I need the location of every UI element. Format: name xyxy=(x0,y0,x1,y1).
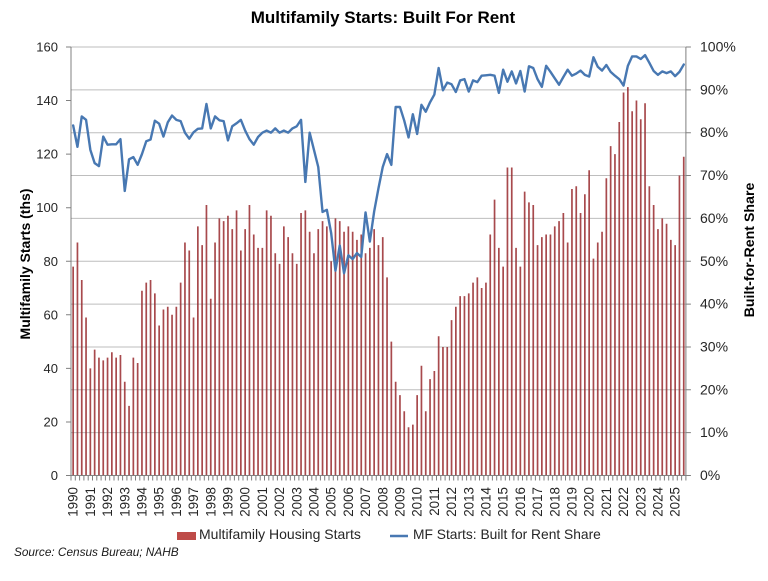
svg-text:60%: 60% xyxy=(700,210,728,226)
svg-text:1991: 1991 xyxy=(83,487,98,517)
svg-text:60: 60 xyxy=(44,307,58,322)
svg-text:2023: 2023 xyxy=(633,487,648,517)
svg-text:Source: Census Bureau; NAHB: Source: Census Bureau; NAHB xyxy=(14,545,179,559)
svg-text:50%: 50% xyxy=(700,253,728,269)
svg-text:2020: 2020 xyxy=(582,487,597,517)
svg-text:Multifamily Housing Starts: Multifamily Housing Starts xyxy=(199,526,361,542)
svg-text:2015: 2015 xyxy=(496,487,511,517)
svg-text:1992: 1992 xyxy=(100,487,115,517)
svg-text:2008: 2008 xyxy=(375,487,390,517)
svg-text:80: 80 xyxy=(44,254,58,269)
svg-text:20: 20 xyxy=(44,414,58,429)
svg-text:2016: 2016 xyxy=(513,487,528,517)
svg-text:140: 140 xyxy=(36,93,58,108)
svg-text:20%: 20% xyxy=(700,381,728,397)
svg-text:2009: 2009 xyxy=(392,487,407,517)
svg-text:1990: 1990 xyxy=(66,487,81,517)
svg-text:100: 100 xyxy=(36,200,58,215)
svg-text:2014: 2014 xyxy=(478,486,493,516)
svg-text:2021: 2021 xyxy=(599,487,614,517)
svg-text:2006: 2006 xyxy=(341,487,356,517)
svg-text:2012: 2012 xyxy=(444,487,459,517)
svg-text:2003: 2003 xyxy=(289,487,304,517)
svg-text:2017: 2017 xyxy=(530,487,545,517)
svg-text:1995: 1995 xyxy=(152,487,167,517)
svg-text:2018: 2018 xyxy=(547,487,562,517)
svg-text:1998: 1998 xyxy=(203,487,218,517)
svg-text:2024: 2024 xyxy=(650,486,665,516)
svg-text:2010: 2010 xyxy=(410,487,425,517)
svg-text:80%: 80% xyxy=(700,124,728,140)
svg-text:1993: 1993 xyxy=(117,487,132,517)
svg-text:2004: 2004 xyxy=(306,486,321,516)
svg-text:2001: 2001 xyxy=(255,487,270,517)
svg-text:40%: 40% xyxy=(700,296,728,312)
svg-text:2019: 2019 xyxy=(564,487,579,517)
svg-text:2005: 2005 xyxy=(324,487,339,517)
svg-text:1996: 1996 xyxy=(169,487,184,517)
svg-text:Built-for-Rent Share: Built-for-Rent Share xyxy=(742,182,758,317)
svg-text:2011: 2011 xyxy=(427,487,442,516)
svg-text:1999: 1999 xyxy=(220,487,235,517)
svg-text:1994: 1994 xyxy=(134,486,149,516)
svg-text:160: 160 xyxy=(36,40,58,55)
svg-text:30%: 30% xyxy=(700,338,728,354)
svg-text:90%: 90% xyxy=(700,81,728,97)
svg-text:70%: 70% xyxy=(700,167,728,183)
svg-text:2002: 2002 xyxy=(272,487,287,517)
svg-text:2013: 2013 xyxy=(461,487,476,517)
svg-text:40: 40 xyxy=(44,361,58,376)
svg-text:1997: 1997 xyxy=(186,487,201,517)
svg-text:2022: 2022 xyxy=(616,487,631,517)
svg-text:120: 120 xyxy=(36,147,58,162)
svg-text:Multifamily Starts: Built For: Multifamily Starts: Built For Rent xyxy=(251,8,516,27)
svg-text:MF Starts: Built for Rent Shar: MF Starts: Built for Rent Share xyxy=(413,527,601,542)
svg-text:2000: 2000 xyxy=(238,487,253,517)
svg-text:2007: 2007 xyxy=(358,487,373,517)
svg-text:Multifamily Starts (ths): Multifamily Starts (ths) xyxy=(17,189,33,340)
svg-text:10%: 10% xyxy=(700,424,728,440)
svg-text:2025: 2025 xyxy=(668,487,683,517)
svg-text:0: 0 xyxy=(51,468,58,483)
svg-text:100%: 100% xyxy=(700,39,736,55)
svg-text:0%: 0% xyxy=(700,467,720,483)
